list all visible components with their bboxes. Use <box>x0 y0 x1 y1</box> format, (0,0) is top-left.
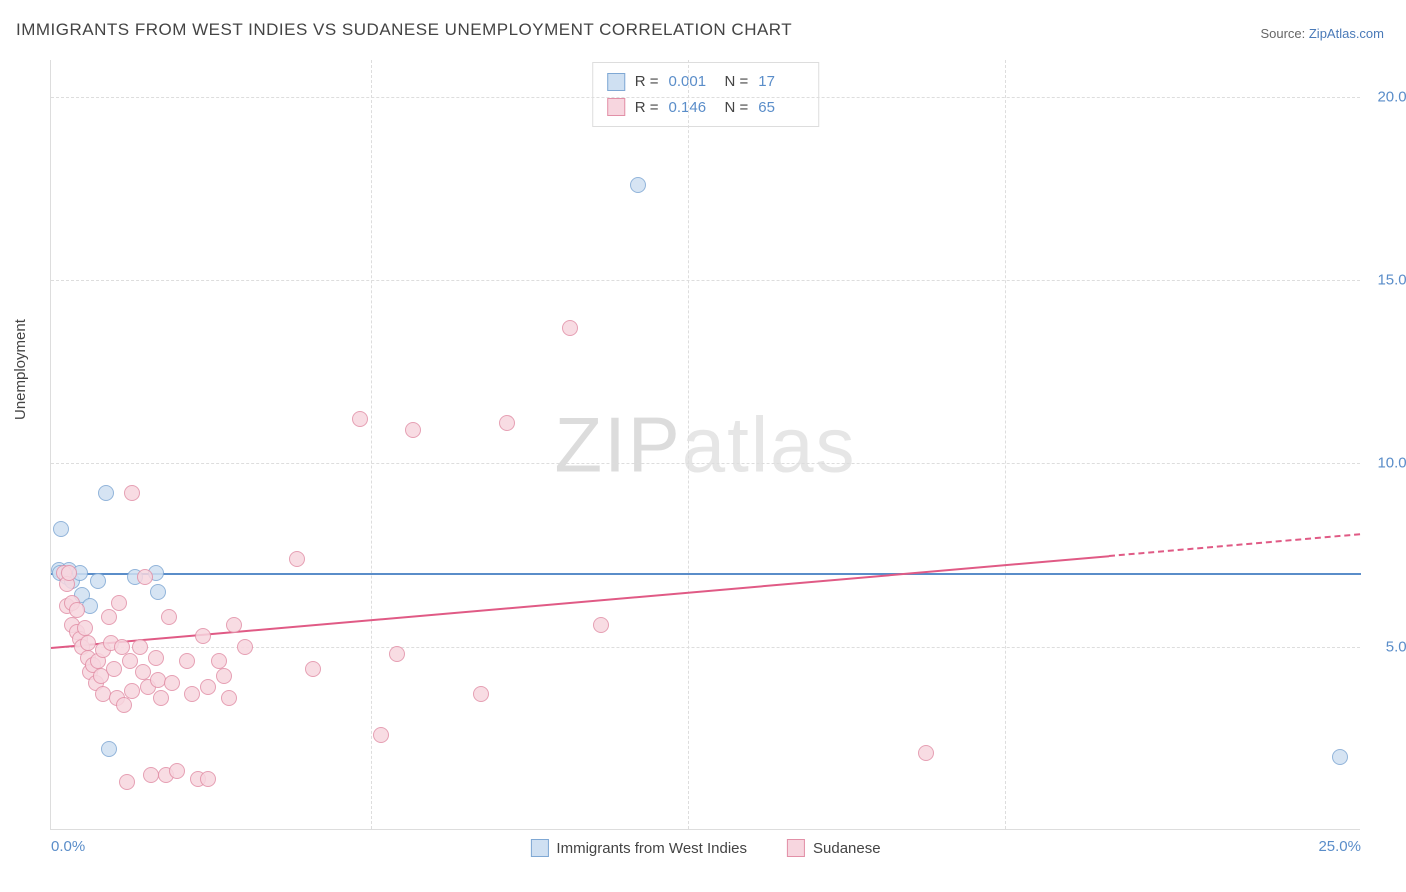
y-tick-label: 15.0% <box>1365 272 1406 289</box>
series-legend: Immigrants from West Indies Sudanese <box>530 839 880 857</box>
n-value-west-indies: 17 <box>758 69 804 95</box>
data-point <box>918 745 934 761</box>
legend-item-west-indies: Immigrants from West Indies <box>530 839 747 857</box>
r-value-sudanese: 0.146 <box>669 95 715 121</box>
source-prefix: Source: <box>1260 26 1308 41</box>
legend-label-west-indies: Immigrants from West Indies <box>556 840 747 857</box>
gridline <box>51 463 1360 464</box>
data-point <box>473 686 489 702</box>
x-tick-label: 25.0% <box>1318 838 1361 855</box>
data-point <box>200 679 216 695</box>
data-point <box>53 521 69 537</box>
data-point <box>80 635 96 651</box>
data-point <box>226 617 242 633</box>
correlation-legend: R = 0.001 N = 17 R = 0.146 N = 65 <box>592 62 820 127</box>
data-point <box>593 617 609 633</box>
data-point <box>211 653 227 669</box>
legend-swatch-west-indies <box>607 73 625 91</box>
data-point <box>153 690 169 706</box>
legend-swatch-sudanese <box>607 98 625 116</box>
data-point <box>114 639 130 655</box>
data-point <box>77 620 93 636</box>
source-attribution: Source: ZipAtlas.com <box>1260 26 1384 41</box>
legend-swatch-sudanese <box>787 839 805 857</box>
y-axis-label: Unemployment <box>12 319 29 420</box>
gridline <box>51 97 1360 98</box>
trend-line-dashed <box>1109 533 1361 557</box>
vertical-gridline <box>1005 60 1006 829</box>
data-point <box>124 683 140 699</box>
y-tick-label: 10.0% <box>1365 455 1406 472</box>
data-point <box>119 774 135 790</box>
data-point <box>106 661 122 677</box>
chart-title: IMMIGRANTS FROM WEST INDIES VS SUDANESE … <box>16 20 792 40</box>
watermark: ZIPatlas <box>554 399 856 490</box>
data-point <box>90 573 106 589</box>
data-point <box>143 767 159 783</box>
data-point <box>237 639 253 655</box>
data-point <box>161 609 177 625</box>
data-point <box>169 763 185 779</box>
watermark-part-b: atlas <box>682 400 857 488</box>
data-point <box>373 727 389 743</box>
legend-row: R = 0.001 N = 17 <box>607 69 805 95</box>
data-point <box>116 697 132 713</box>
data-point <box>69 602 85 618</box>
data-point <box>124 485 140 501</box>
n-label: N = <box>725 95 749 121</box>
y-tick-label: 5.0% <box>1365 638 1406 655</box>
data-point <box>562 320 578 336</box>
data-point <box>164 675 180 691</box>
data-point <box>195 628 211 644</box>
watermark-part-a: ZIP <box>554 400 681 488</box>
data-point <box>1332 749 1348 765</box>
legend-label-sudanese: Sudanese <box>813 840 881 857</box>
trend-line <box>51 573 1361 575</box>
data-point <box>305 661 321 677</box>
r-value-west-indies: 0.001 <box>669 69 715 95</box>
y-tick-label: 20.0% <box>1365 88 1406 105</box>
data-point <box>61 565 77 581</box>
data-point <box>499 415 515 431</box>
source-link[interactable]: ZipAtlas.com <box>1309 26 1384 41</box>
data-point <box>405 422 421 438</box>
data-point <box>200 771 216 787</box>
x-tick-label: 0.0% <box>51 838 85 855</box>
data-point <box>135 664 151 680</box>
legend-item-sudanese: Sudanese <box>787 839 881 857</box>
r-label: R = <box>635 69 659 95</box>
data-point <box>221 690 237 706</box>
data-point <box>150 584 166 600</box>
data-point <box>179 653 195 669</box>
plot-area: ZIPatlas R = 0.001 N = 17 R = 0.146 N = … <box>50 60 1360 830</box>
data-point <box>148 650 164 666</box>
legend-row: R = 0.146 N = 65 <box>607 95 805 121</box>
data-point <box>137 569 153 585</box>
vertical-gridline <box>688 60 689 829</box>
data-point <box>101 741 117 757</box>
n-label: N = <box>725 69 749 95</box>
data-point <box>289 551 305 567</box>
data-point <box>352 411 368 427</box>
data-point <box>132 639 148 655</box>
data-point <box>389 646 405 662</box>
data-point <box>111 595 127 611</box>
data-point <box>216 668 232 684</box>
vertical-gridline <box>371 60 372 829</box>
legend-swatch-west-indies <box>530 839 548 857</box>
data-point <box>98 485 114 501</box>
data-point <box>101 609 117 625</box>
data-point <box>630 177 646 193</box>
r-label: R = <box>635 95 659 121</box>
n-value-sudanese: 65 <box>758 95 804 121</box>
data-point <box>184 686 200 702</box>
gridline <box>51 280 1360 281</box>
